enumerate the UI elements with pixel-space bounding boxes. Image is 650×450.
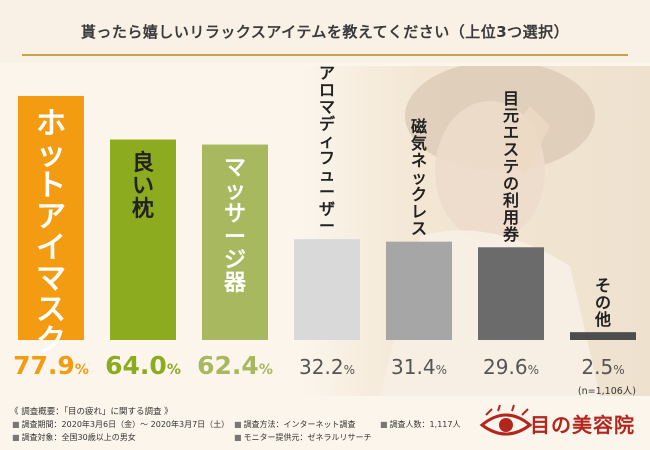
survey-period: ■ 調査期間：2020年3月6日（金）～ 2020年3月7日（土） bbox=[12, 420, 230, 429]
bar-0 bbox=[18, 96, 84, 340]
bullet-icon: ■ bbox=[234, 433, 242, 442]
bar-6 bbox=[570, 332, 636, 340]
bar-4 bbox=[386, 241, 452, 340]
bar-5 bbox=[478, 247, 544, 340]
category-label-2: マッサージ器 bbox=[223, 156, 247, 296]
value-label-6: 2.5% bbox=[581, 355, 624, 379]
survey-title: 《 調査概要：「目の疲れ」に関する調査 》 bbox=[10, 407, 173, 417]
category-label-3: アロマディフューザー bbox=[319, 64, 336, 236]
value-label-2: 62.4% bbox=[197, 351, 273, 380]
survey-count: ■ 調査人数：1,117人 bbox=[380, 420, 461, 429]
bar-2 bbox=[202, 144, 268, 340]
title-underline bbox=[22, 54, 628, 56]
header bbox=[0, 0, 650, 62]
woman-photo bbox=[300, 66, 650, 396]
category-label-0: ホットアイマスク bbox=[36, 107, 66, 359]
bullet-icon: ■ bbox=[234, 420, 242, 429]
bullet-icon: ■ bbox=[380, 420, 388, 429]
page-title: 貰ったら嬉しいリラックスアイテムを教えてください（上位3つ選択） bbox=[80, 23, 570, 41]
category-label-6: その他 bbox=[594, 276, 611, 329]
category-label-4: 磁気ネックレス bbox=[411, 117, 427, 238]
footer bbox=[0, 398, 650, 450]
survey-provider: ■ モニター提供元：ゼネラルリサーチ bbox=[234, 433, 372, 442]
value-label-4: 31.4% bbox=[391, 355, 447, 379]
sample-size: (n=1,106人) bbox=[577, 386, 636, 397]
value-label-0: 77.9% bbox=[13, 351, 89, 380]
bullet-icon: ■ bbox=[12, 433, 20, 442]
value-label-3: 32.2% bbox=[299, 355, 355, 379]
eye-logo-icon bbox=[479, 404, 533, 436]
survey-target: ■ 調査対象：全国30歳以上の男女 bbox=[12, 433, 136, 442]
value-label-1: 64.0% bbox=[105, 351, 181, 380]
bar-1 bbox=[110, 139, 176, 340]
survey-method: ■ 調査方法：インターネット調査 bbox=[234, 420, 356, 429]
bullet-icon: ■ bbox=[12, 420, 20, 429]
category-label-5: 目元エステの利用券 bbox=[502, 89, 520, 244]
logo-text: 目の美容院 bbox=[530, 413, 635, 437]
value-label-5: 29.6% bbox=[483, 355, 539, 379]
category-label-1: 良い枕 bbox=[132, 150, 154, 222]
bar-3 bbox=[294, 239, 360, 340]
